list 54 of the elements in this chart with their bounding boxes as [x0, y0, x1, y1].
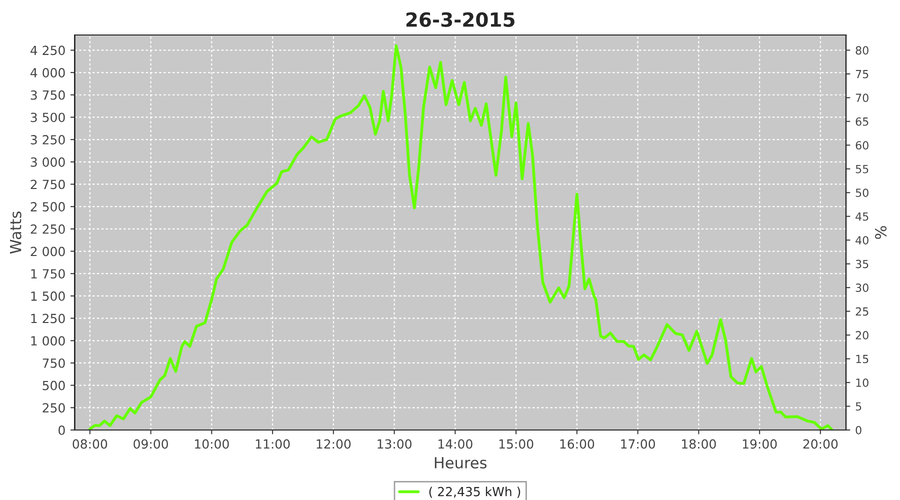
x-tick-label: 17:00 [621, 439, 655, 449]
y-tick-label: 1 750 [31, 269, 65, 279]
y2-tick-label: 30 [856, 284, 868, 292]
y-tick-label: 0 [58, 425, 65, 435]
y2-tick-label: 80 [856, 46, 868, 55]
y2-tick-label: 65 [856, 117, 868, 126]
y2-tick-label: 0 [856, 426, 862, 434]
y2-tick-label: 5 [856, 402, 862, 411]
x-tick-label: 08:00 [72, 439, 108, 449]
x-tick-label: 18:00 [682, 439, 716, 449]
x-tick-label: 13:00 [378, 439, 412, 449]
y2-tick-label: 20 [856, 331, 868, 340]
y-tick-label: 4 250 [30, 46, 65, 56]
x-axis-title: Heures [434, 457, 487, 469]
x-tick-label: 10:00 [195, 439, 229, 449]
chart-title: 26-3-2015 [406, 12, 514, 27]
y2-tick-label: 10 [856, 378, 868, 387]
x-tick-label: 12:00 [316, 439, 351, 449]
line-series [88, 44, 833, 430]
y2-tick-label: 50 [856, 188, 868, 197]
x-tick-label: 20:00 [803, 439, 838, 449]
legend-label: ( 22,435 kWh ) [429, 486, 520, 498]
y2-tick-label: 25 [856, 307, 868, 316]
y-tick-label: 750 [42, 358, 65, 368]
y2-tick-label: 35 [856, 260, 868, 268]
y2-tick-label: 60 [856, 141, 868, 150]
y-tick-label: 3 000 [30, 157, 65, 167]
x-tick-label: 11:00 [256, 439, 290, 449]
y-tick-label: 2 500 [30, 202, 65, 212]
y2-tick-label: 45 [856, 212, 868, 221]
x-tick-label: 09:00 [134, 439, 168, 449]
x-tick-label: 15:00 [499, 439, 534, 449]
y-axis-title: Watts [10, 212, 22, 254]
y-tick-label: 2 000 [30, 246, 65, 256]
y-tick-label: 2 250 [30, 224, 65, 234]
y2-axis-title: % [874, 226, 887, 239]
x-tick-label: 14:00 [438, 439, 472, 449]
y2-tick-label: 15 [856, 354, 868, 364]
x-tick-label: 19:00 [742, 439, 777, 449]
y-tick-label: 3 750 [30, 90, 65, 100]
y-tick-label: 4 000 [30, 68, 65, 78]
y-tick-label: 2 750 [30, 180, 65, 190]
y-tick-label: 250 [42, 403, 65, 413]
x-tick-label: 16:00 [560, 439, 594, 449]
y-tick-label: 1 500 [31, 291, 65, 301]
y-tick-label: 3 250 [30, 135, 65, 144]
y-tick-label: 1 250 [31, 314, 65, 324]
y-tick-label: 3 500 [30, 112, 65, 122]
y2-tick-label: 70 [856, 94, 868, 102]
y2-tick-label: 55 [856, 165, 868, 174]
y2-tick-label: 75 [856, 70, 868, 78]
y-tick-label: 1 000 [31, 336, 65, 346]
y2-tick-label: 40 [856, 236, 868, 244]
y-tick-label: 500 [42, 380, 65, 390]
